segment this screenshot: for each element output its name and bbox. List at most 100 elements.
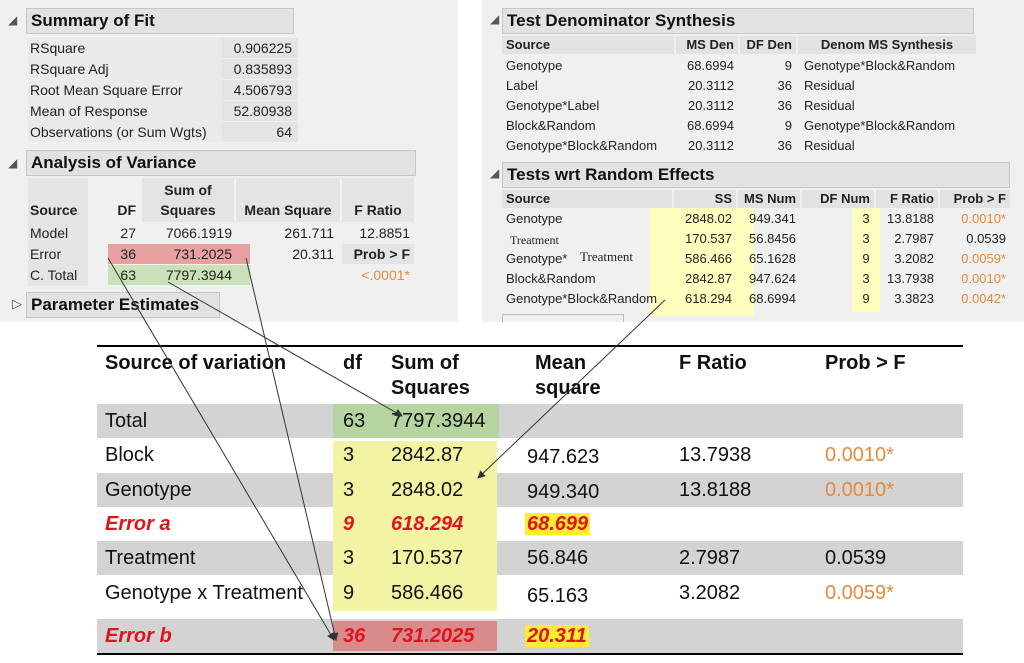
td-source-header: Source (502, 36, 674, 54)
anova-f: 12.8851 (359, 225, 410, 241)
summary-panel: ◢ Summary of Fit RSquare 0.906225 RSquar… (0, 0, 458, 322)
re-prob-header: Prob > F (940, 190, 1010, 208)
re-prob: 0.0010* (961, 271, 1006, 286)
disclosure-open-icon[interactable]: ◢ (8, 156, 18, 170)
summary-label-column (28, 38, 222, 142)
ft-ss-header: Sum of (391, 352, 459, 374)
ft-ms: 68.699 (525, 513, 591, 535)
ft-ms: 949.340 (527, 481, 600, 503)
sf-label: RSquare (30, 40, 86, 56)
partial-panel-edge (502, 314, 624, 322)
anova-ss-header-2: Squares (160, 202, 216, 218)
td-source: Genotype*Block&Random (506, 138, 658, 153)
anova-df: 36 (120, 246, 136, 262)
disclosure-closed-icon[interactable]: ▷ (12, 296, 22, 311)
re-prob: 0.0059* (961, 251, 1006, 266)
ft-df: 3 (343, 479, 355, 501)
ft-source: Total (105, 410, 148, 432)
ft-prob: 0.0010* (825, 444, 894, 466)
td-msden: 20.3112 (687, 98, 734, 113)
td-dfden-header: DF Den (740, 36, 796, 54)
re-dfnum: 9 (862, 251, 870, 266)
re-msnum: 947.624 (749, 271, 796, 286)
ft-ss: 586.466 (391, 582, 464, 604)
td-msden: 68.6994 (687, 118, 734, 133)
td-msden: 68.6994 (687, 58, 734, 73)
anova-df: 27 (120, 225, 136, 241)
anova-source: Error (30, 246, 62, 262)
sf-value: 0.835893 (222, 59, 298, 79)
re-f: 13.7938 (887, 271, 934, 286)
re-dfnum: 3 (862, 271, 870, 286)
anova-source: C. Total (30, 267, 78, 283)
re-f: 13.8188 (887, 211, 934, 226)
td-source: Block&Random (506, 118, 596, 133)
ft-prob: 0.0059* (825, 582, 894, 604)
re-msnum-header: MS Num (738, 190, 800, 208)
re-ss: 2848.02 (685, 211, 732, 226)
anova-ss: 731.2025 (173, 246, 232, 262)
ft-ss: 2842.87 (391, 444, 464, 466)
table-bottom-rule (97, 653, 963, 655)
re-ss-header: SS (674, 190, 736, 208)
anova-ss: 7797.3944 (165, 267, 232, 283)
ft-source: Treatment (105, 547, 196, 569)
ft-ms-highlight: 20.311 (525, 623, 589, 649)
ft-ms-header-2: square (535, 377, 601, 399)
ft-ss-header-2: Squares (391, 377, 470, 399)
ft-f: 13.7938 (679, 444, 752, 466)
td-synth: Residual (804, 78, 855, 93)
analysis-of-variance-header[interactable]: Analysis of Variance (26, 150, 416, 176)
re-msnum: 949.341 (749, 211, 796, 226)
disclosure-open-icon[interactable]: ◢ (490, 166, 500, 180)
tests-wrt-random-effects-header[interactable]: Tests wrt Random Effects (502, 162, 1010, 188)
anova-ms: 261.711 (284, 225, 334, 241)
summary-of-fit-header[interactable]: Summary of Fit (26, 8, 294, 34)
ft-df-header: df (343, 352, 362, 374)
ft-ss: 170.537 (391, 547, 464, 569)
error-b-highlight (333, 621, 497, 651)
source-column-bg (28, 178, 88, 286)
table-top-rule (97, 345, 963, 347)
td-msden: 20.3112 (687, 78, 734, 93)
re-source-overlay: Treatment (580, 249, 633, 264)
anova-source: Model (30, 225, 69, 241)
ft-prob: 0.0010* (825, 479, 894, 501)
anova-df: 63 (120, 267, 136, 283)
td-msden: 20.3112 (687, 138, 734, 153)
re-f-header: F Ratio (876, 190, 938, 208)
dfnum-column-highlight (852, 208, 880, 312)
ft-ms: 56.846 (527, 547, 589, 569)
sf-value: 4.506793 (222, 80, 298, 100)
re-dfnum: 9 (862, 291, 870, 306)
ft-source: Genotype (105, 479, 192, 501)
re-source-header: Source (502, 190, 672, 208)
re-dfnum-header: DF Num (802, 190, 874, 208)
parameter-estimates-header[interactable]: Parameter Estimates (26, 292, 220, 318)
re-f: 2.7987 (894, 231, 934, 246)
re-source: Treatment (510, 233, 559, 247)
re-source: Genotype* (506, 251, 568, 266)
re-dfnum: 3 (862, 231, 870, 246)
td-dfden: 36 (777, 98, 792, 113)
sf-value: 64 (222, 122, 298, 142)
test-denominator-header[interactable]: Test Denominator Synthesis (502, 8, 974, 34)
td-synth: Residual (804, 138, 855, 153)
ft-df: 9 (343, 582, 355, 604)
td-source: Label (506, 78, 538, 93)
td-dfden: 9 (784, 58, 792, 73)
sf-label: Observations (or Sum Wgts) (30, 124, 207, 140)
anova-prob-header: Prob > F (353, 246, 410, 262)
ft-ms: 20.311 (525, 625, 589, 647)
disclosure-open-icon[interactable]: ◢ (490, 12, 500, 26)
anova-ss: 7066.1919 (165, 225, 232, 241)
re-ss: 2842.87 (685, 271, 732, 286)
disclosure-open-icon[interactable]: ◢ (8, 13, 18, 27)
sf-label: Mean of Response (30, 103, 148, 119)
td-synth: Genotype*Block&Random (804, 58, 956, 73)
ft-df: 3 (343, 444, 355, 466)
ft-ms: 65.163 (527, 585, 589, 607)
ft-f: 13.8188 (679, 479, 752, 501)
td-msden-header: MS Den (676, 36, 738, 54)
re-f: 3.3823 (894, 291, 934, 306)
